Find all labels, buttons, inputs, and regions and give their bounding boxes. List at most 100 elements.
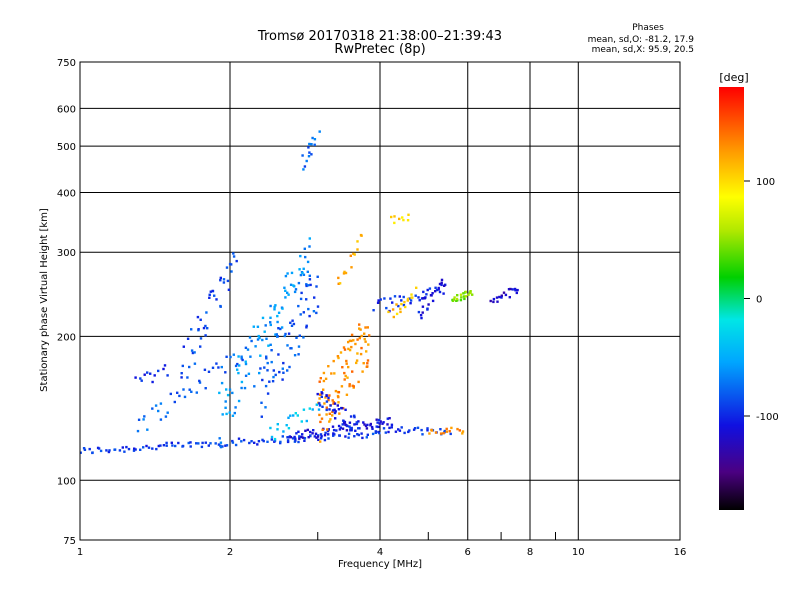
data-point bbox=[302, 267, 305, 270]
data-point bbox=[430, 429, 434, 432]
data-point bbox=[315, 285, 318, 288]
data-point bbox=[279, 327, 282, 331]
data-point bbox=[298, 268, 301, 271]
data-point bbox=[318, 397, 321, 400]
data-point bbox=[269, 426, 272, 430]
data-point bbox=[208, 296, 211, 299]
data-point bbox=[134, 448, 137, 451]
data-point bbox=[174, 444, 177, 448]
data-point bbox=[188, 365, 191, 369]
data-point bbox=[337, 395, 340, 399]
data-point bbox=[359, 352, 363, 356]
data-point bbox=[393, 215, 396, 218]
data-point bbox=[231, 439, 234, 443]
data-point bbox=[295, 336, 298, 339]
data-point bbox=[469, 290, 472, 293]
data-point bbox=[364, 326, 367, 329]
data-point bbox=[225, 355, 228, 358]
data-point bbox=[118, 449, 122, 452]
data-point bbox=[429, 294, 433, 297]
data-point bbox=[171, 444, 174, 447]
data-point bbox=[384, 431, 387, 434]
data-point bbox=[358, 336, 361, 340]
data-point bbox=[498, 295, 501, 299]
data-point bbox=[333, 372, 336, 375]
data-point bbox=[287, 332, 291, 335]
data-point bbox=[383, 297, 386, 300]
data-point bbox=[420, 428, 423, 432]
data-point bbox=[153, 374, 156, 377]
data-point bbox=[220, 381, 224, 385]
data-point bbox=[316, 392, 319, 396]
data-point bbox=[253, 441, 256, 444]
data-point bbox=[347, 365, 350, 369]
data-point bbox=[414, 294, 417, 297]
data-point bbox=[248, 336, 252, 339]
data-point bbox=[387, 310, 390, 314]
data-point bbox=[434, 286, 437, 289]
data-point bbox=[367, 343, 370, 346]
data-point bbox=[229, 355, 232, 359]
data-point bbox=[321, 405, 324, 408]
data-point bbox=[99, 449, 103, 453]
data-point bbox=[311, 408, 314, 411]
data-point bbox=[377, 425, 380, 429]
data-point bbox=[375, 425, 378, 428]
data-point bbox=[232, 353, 235, 356]
data-point bbox=[198, 379, 201, 383]
data-point bbox=[500, 294, 503, 297]
data-point bbox=[286, 440, 290, 444]
data-point bbox=[395, 303, 398, 306]
data-point bbox=[164, 415, 168, 418]
data-point bbox=[313, 138, 317, 141]
data-point bbox=[347, 347, 350, 351]
data-point bbox=[300, 420, 303, 423]
data-point bbox=[452, 298, 455, 301]
data-point bbox=[228, 411, 231, 414]
data-point bbox=[200, 445, 204, 449]
data-point bbox=[240, 357, 243, 360]
data-point bbox=[278, 370, 281, 374]
data-point bbox=[357, 380, 360, 384]
data-point bbox=[382, 427, 386, 430]
data-point bbox=[305, 324, 308, 327]
data-point bbox=[347, 340, 350, 344]
data-point bbox=[136, 429, 140, 433]
data-point bbox=[307, 307, 310, 311]
data-point bbox=[449, 432, 452, 436]
data-point bbox=[299, 254, 302, 258]
data-point bbox=[332, 401, 335, 404]
data-point bbox=[274, 373, 277, 377]
data-point bbox=[359, 233, 363, 237]
data-point bbox=[276, 423, 279, 426]
data-point bbox=[183, 395, 187, 399]
data-point bbox=[363, 332, 366, 335]
data-point bbox=[206, 327, 209, 330]
data-point bbox=[349, 429, 352, 432]
data-point bbox=[394, 430, 398, 433]
data-point bbox=[308, 142, 311, 146]
data-point bbox=[237, 437, 241, 440]
data-point bbox=[290, 271, 294, 275]
data-point bbox=[276, 335, 279, 338]
data-point bbox=[279, 440, 282, 444]
data-point bbox=[308, 278, 312, 281]
data-point bbox=[317, 408, 321, 411]
data-point bbox=[343, 378, 346, 381]
data-point bbox=[320, 395, 323, 398]
data-point bbox=[327, 428, 330, 432]
data-point bbox=[407, 430, 410, 434]
data-point bbox=[338, 412, 341, 415]
data-point bbox=[333, 408, 336, 411]
data-point bbox=[408, 429, 411, 432]
data-point bbox=[142, 418, 145, 421]
data-point bbox=[180, 376, 183, 379]
data-point bbox=[305, 298, 308, 301]
data-point bbox=[421, 311, 424, 314]
data-point bbox=[437, 288, 440, 291]
data-point bbox=[289, 283, 293, 286]
data-point bbox=[445, 427, 448, 431]
data-point bbox=[420, 316, 423, 320]
data-point bbox=[208, 293, 211, 296]
data-point bbox=[318, 402, 321, 405]
